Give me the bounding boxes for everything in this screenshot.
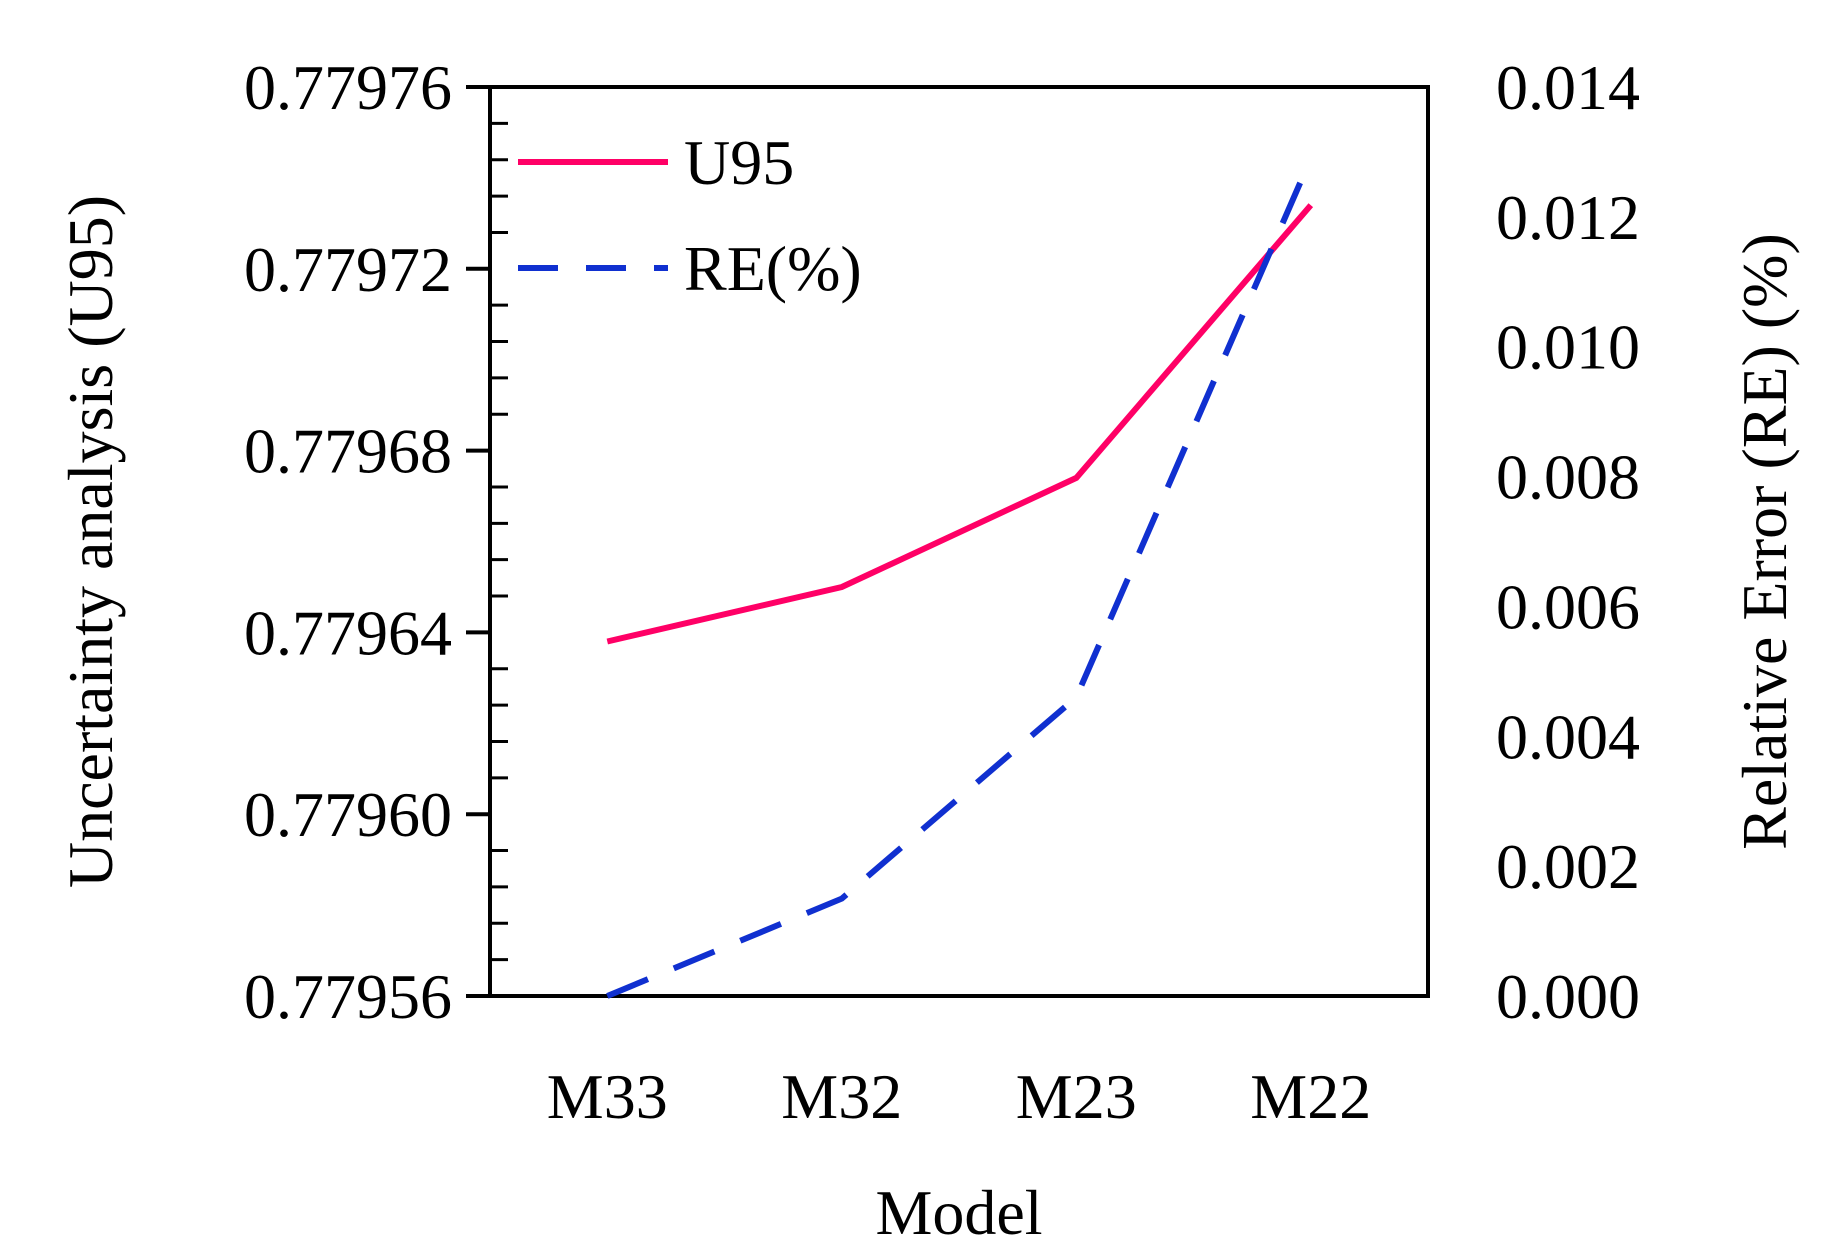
right-tick-label: 0.006 xyxy=(1496,571,1640,642)
right-y-axis: 0.000 0.002 0.004 0.006 0.008 0.010 0.012 0.014 xyxy=(1496,52,1640,1032)
legend-label: U95 xyxy=(684,127,794,198)
legend: U95 RE(%) xyxy=(518,127,862,304)
legend-label: RE(%) xyxy=(684,233,862,304)
category-label: M22 xyxy=(1250,1061,1371,1132)
right-tick-label: 0.002 xyxy=(1496,831,1640,902)
series-lines xyxy=(606,157,1314,999)
axis-titles: Model Uncertainty analysis (U95) Relative … xyxy=(55,195,1800,1248)
left-y-axis: 0.77956 0.77960 0.77964 0.77968 0.77972 0.779… xyxy=(244,52,508,1032)
left-tick-label: 0.77964 xyxy=(244,597,452,668)
category-label: M23 xyxy=(1016,1061,1137,1132)
plot-frame xyxy=(488,85,1430,998)
right-tick-label: 0.008 xyxy=(1496,442,1640,513)
plot-border xyxy=(488,85,1430,998)
left-tick-label: 0.77956 xyxy=(244,961,452,1032)
x-axis: M33 M32 M23 M22 xyxy=(547,1061,1371,1132)
left-tick-label: 0.77968 xyxy=(244,416,452,487)
data-point xyxy=(607,641,608,642)
x-axis-title: Model xyxy=(875,1177,1042,1248)
right-tick-label: 0.014 xyxy=(1496,52,1640,123)
category-label: M33 xyxy=(547,1061,668,1132)
data-point xyxy=(1310,205,1311,206)
data-point xyxy=(841,586,842,587)
right-tick-label: 0.004 xyxy=(1496,701,1640,772)
category-label: M32 xyxy=(781,1061,902,1132)
left-tick-label: 0.77972 xyxy=(244,234,452,305)
left-axis-title: Uncertainty analysis (U95) xyxy=(55,195,126,888)
left-tick-label: 0.77960 xyxy=(244,779,452,850)
data-point xyxy=(1076,697,1077,698)
right-tick-label: 0.010 xyxy=(1496,312,1640,383)
right-tick-label: 0.012 xyxy=(1496,182,1640,253)
data-point xyxy=(607,996,608,997)
data-point xyxy=(1076,477,1077,478)
left-tick-label: 0.77976 xyxy=(244,52,452,123)
right-tick-label: 0.000 xyxy=(1496,961,1640,1032)
data-point xyxy=(841,898,842,899)
series-line-u95 xyxy=(606,203,1314,645)
data-point xyxy=(1310,158,1311,159)
right-axis-title: Relative Error (RE) (%) xyxy=(1729,233,1800,850)
